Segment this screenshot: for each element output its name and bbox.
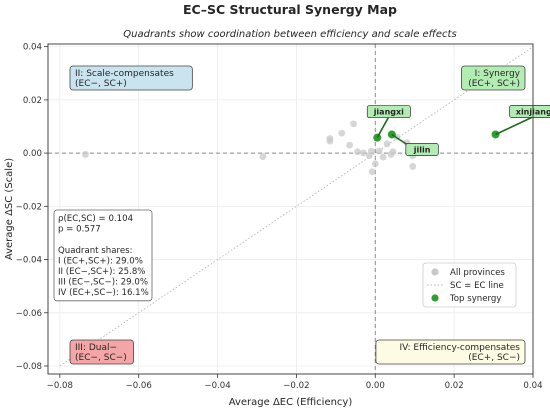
legend-box xyxy=(422,262,517,308)
province-point xyxy=(326,137,334,145)
stats-line: ρ(EC,SC) = 0.104 xyxy=(58,214,133,224)
x-tick-label: −0.02 xyxy=(283,381,309,391)
top-synergy-label-box xyxy=(405,143,439,156)
stats-line: p = 0.577 xyxy=(58,225,101,235)
stats-line: III (EC−,SC−): 29.0% xyxy=(58,278,148,288)
province-point xyxy=(338,129,346,137)
quadrant-label: (EC+, SC−) xyxy=(468,353,520,363)
province-point xyxy=(379,153,387,161)
stats-line: IV (EC+,SC−): 16.1% xyxy=(58,288,149,298)
quadrant-label: III: Dual− xyxy=(75,343,117,353)
province-point xyxy=(360,149,367,157)
x-tick-label: −0.06 xyxy=(126,381,152,391)
sc-ec-line xyxy=(59,46,534,367)
quadrant-label-box xyxy=(461,65,526,91)
quadrant-label: I: Synergy xyxy=(475,69,521,79)
quadrant-label-box xyxy=(69,65,193,91)
y-tick-label: 0.00 xyxy=(23,149,42,159)
top-synergy-label-box xyxy=(509,105,550,118)
x-tick-label: 0.04 xyxy=(523,381,542,391)
stats-line: II (EC−,SC+): 25.8% xyxy=(58,267,145,277)
province-point xyxy=(259,153,267,160)
province-point xyxy=(82,151,89,158)
top-synergy-arrow xyxy=(495,115,535,136)
y-axis-label: Average ΔSC (Scale) xyxy=(4,158,15,260)
y-tick-label: −0.08 xyxy=(16,362,42,372)
y-tick-label: −0.04 xyxy=(16,256,42,266)
province-point xyxy=(383,140,391,148)
x-tick-label: −0.04 xyxy=(204,381,230,391)
stats-box xyxy=(53,209,153,302)
top-synergy-label: jiangxi xyxy=(373,108,404,117)
chart-subtitle: Quadrants show coordination between effi… xyxy=(123,29,456,40)
y-tick-label: 0.04 xyxy=(23,43,42,53)
top-synergy-label: jilin xyxy=(413,145,431,154)
province-point xyxy=(367,147,375,155)
quadrant-label: (EC−, SC+) xyxy=(75,79,127,89)
quadrant-label-box xyxy=(69,339,134,365)
province-point xyxy=(354,148,361,156)
plot-background xyxy=(48,44,533,374)
quadrant-label-box xyxy=(375,339,526,365)
top-synergy-arrow xyxy=(376,116,390,139)
stats-line: I (EC+,SC+): 29.0% xyxy=(58,256,143,266)
chart-title: EC–SC Structural Synergy Map xyxy=(183,2,397,17)
quadrant-label: II: Scale-compensates xyxy=(75,69,174,79)
province-point xyxy=(375,147,383,155)
legend-label: Top synergy xyxy=(449,294,501,304)
legend-marker-all-provinces xyxy=(431,268,439,276)
y-tick-label: −0.02 xyxy=(16,202,42,212)
province-point xyxy=(350,120,357,128)
legend-label: SC = EC line xyxy=(450,281,504,291)
y-tick-label: −0.06 xyxy=(16,309,42,319)
province-point xyxy=(389,148,397,156)
province-point xyxy=(409,163,417,170)
x-tick-label: 0.02 xyxy=(445,381,464,391)
province-point xyxy=(371,160,379,168)
y-tick-label: 0.02 xyxy=(23,96,42,106)
x-tick-label: 0.00 xyxy=(366,381,385,391)
quadrant-label: IV: Efficiency-compensates xyxy=(399,343,520,353)
x-tick-label: −0.08 xyxy=(47,381,73,391)
legend-marker-top-synergy xyxy=(431,294,439,302)
quadrant-label: (EC+, SC+) xyxy=(468,79,520,89)
quadrant-label: (EC−, SC−) xyxy=(75,353,127,363)
province-point xyxy=(368,168,376,176)
x-axis-label: Average ΔEC (Efficiency) xyxy=(229,397,353,408)
province-point xyxy=(346,141,354,149)
top-synergy-label-box xyxy=(366,105,411,119)
axes-frame xyxy=(47,43,534,375)
legend-label: All provinces xyxy=(450,268,505,278)
stats-line: Quadrant shares: xyxy=(58,246,132,256)
